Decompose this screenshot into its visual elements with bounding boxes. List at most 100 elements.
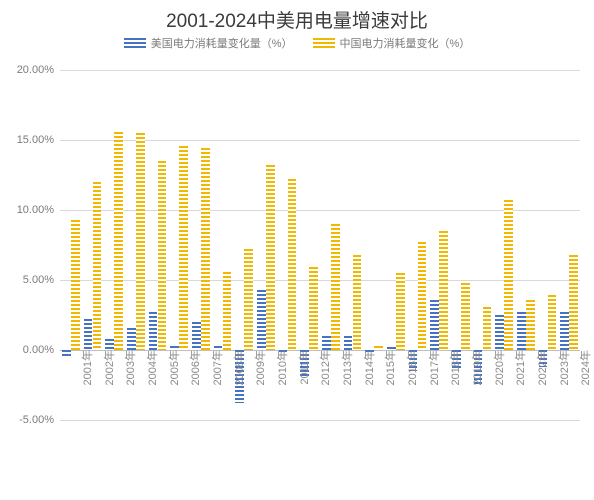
bar-fill <box>127 328 136 350</box>
y-axis-label: 10.00% <box>17 204 60 216</box>
bar-fill <box>136 133 145 350</box>
y-axis-label: 0.00% <box>23 344 60 356</box>
x-axis-label: 2002年 <box>97 350 117 385</box>
bar-us <box>149 312 158 350</box>
bar-cn <box>266 165 275 350</box>
bar-us <box>495 315 504 350</box>
legend: 美国电力消耗量变化量（%） 中国电力消耗量变化（%） <box>0 35 594 51</box>
x-axis-label: 2003年 <box>118 350 138 385</box>
bar-us <box>257 290 266 350</box>
bar-fill <box>504 200 513 350</box>
y-axis-label: -5.00% <box>19 414 60 426</box>
x-axis-label: 2004年 <box>140 350 160 385</box>
x-axis-label: 2023年 <box>552 350 572 385</box>
y-axis-label: 15.00% <box>17 134 60 146</box>
bar-cn <box>158 161 167 350</box>
bar-us <box>127 328 136 350</box>
bar-fill <box>84 319 93 350</box>
bar-cn <box>114 132 123 350</box>
bar-fill <box>353 255 362 350</box>
legend-label-us: 美国电力消耗量变化量（%） <box>151 35 293 51</box>
x-axis-label: 2013年 <box>335 350 355 385</box>
bar-us <box>84 319 93 350</box>
bar-fill <box>396 273 405 350</box>
legend-item-cn: 中国电力消耗量变化（%） <box>313 35 471 51</box>
x-axis-label: 2020年 <box>487 350 507 385</box>
bar-fill <box>309 267 318 350</box>
x-axis-label: 2008年 <box>227 350 247 385</box>
x-axis-label: 2018年 <box>443 350 463 385</box>
bar-fill <box>418 242 427 350</box>
bar-cn <box>439 231 448 350</box>
bar-cn <box>309 267 318 350</box>
bar-fill <box>548 295 557 350</box>
x-axis-label: 2022年 <box>530 350 550 385</box>
bar-fill <box>344 336 353 350</box>
y-axis-label: 20.00% <box>17 64 60 76</box>
bar-fill <box>569 255 578 350</box>
bar-fill <box>158 161 167 350</box>
x-axis-label: 2009年 <box>248 350 268 385</box>
bar-cn <box>461 283 470 350</box>
bar-fill <box>62 350 71 358</box>
bar-fill <box>257 290 266 350</box>
bar-us <box>344 336 353 350</box>
legend-label-cn: 中国电力消耗量变化（%） <box>340 35 471 51</box>
x-axis-label: 2001年 <box>75 350 95 385</box>
bar-fill <box>483 307 492 350</box>
legend-item-us: 美国电力消耗量变化量（%） <box>124 35 293 51</box>
bar-cn <box>418 242 427 350</box>
bar-cn <box>71 220 80 350</box>
bar-us <box>105 339 114 350</box>
bar-fill <box>266 165 275 350</box>
bar-us <box>560 312 569 350</box>
x-axis-label: 2005年 <box>162 350 182 385</box>
x-axis-label: 2021年 <box>508 350 528 385</box>
gridline <box>60 420 580 421</box>
bar-cn <box>526 300 535 350</box>
bar-fill <box>244 249 253 350</box>
bar-cn <box>244 249 253 350</box>
bar-fill <box>93 182 102 350</box>
bar-cn <box>288 179 297 350</box>
bar-fill <box>331 224 340 350</box>
bar-fill <box>192 322 201 350</box>
y-axis-label: 5.00% <box>23 274 60 286</box>
bar-cn <box>331 224 340 350</box>
bar-cn <box>483 307 492 350</box>
x-axis-label: 2007年 <box>205 350 225 385</box>
x-axis-label: 2010年 <box>270 350 290 385</box>
plot-area: -5.00%0.00%5.00%10.00%15.00%20.00%2001年2… <box>60 70 580 420</box>
x-axis-label: 2024年 <box>573 350 593 385</box>
bar-us <box>192 322 201 350</box>
bar-fill <box>114 132 123 350</box>
x-axis-label: 2006年 <box>183 350 203 385</box>
x-axis-label: 2012年 <box>313 350 333 385</box>
bar-fill <box>430 300 439 350</box>
bar-fill <box>461 283 470 350</box>
bar-fill <box>439 231 448 350</box>
bar-cn <box>201 148 210 350</box>
legend-swatch-cn <box>313 38 335 48</box>
bar-fill <box>495 315 504 350</box>
bar-us <box>517 312 526 350</box>
bar-cn <box>353 255 362 350</box>
bar-cn <box>93 182 102 350</box>
bar-fill <box>223 272 232 350</box>
bar-us <box>430 300 439 350</box>
x-axis-label: 2015年 <box>378 350 398 385</box>
bar-cn <box>179 146 188 350</box>
bar-cn <box>223 272 232 350</box>
bar-cn <box>548 295 557 350</box>
bar-fill <box>149 312 158 350</box>
bar-fill <box>105 339 114 350</box>
bar-fill <box>179 146 188 350</box>
bar-fill <box>71 220 80 350</box>
chart-root: 2001-2024中美用电量增速对比 美国电力消耗量变化量（%） 中国电力消耗量… <box>0 0 594 500</box>
bar-cn <box>396 273 405 350</box>
bar-cn <box>136 133 145 350</box>
bar-fill <box>560 312 569 350</box>
x-axis-label: 2014年 <box>357 350 377 385</box>
bar-us <box>62 350 71 358</box>
bar-fill <box>526 300 535 350</box>
